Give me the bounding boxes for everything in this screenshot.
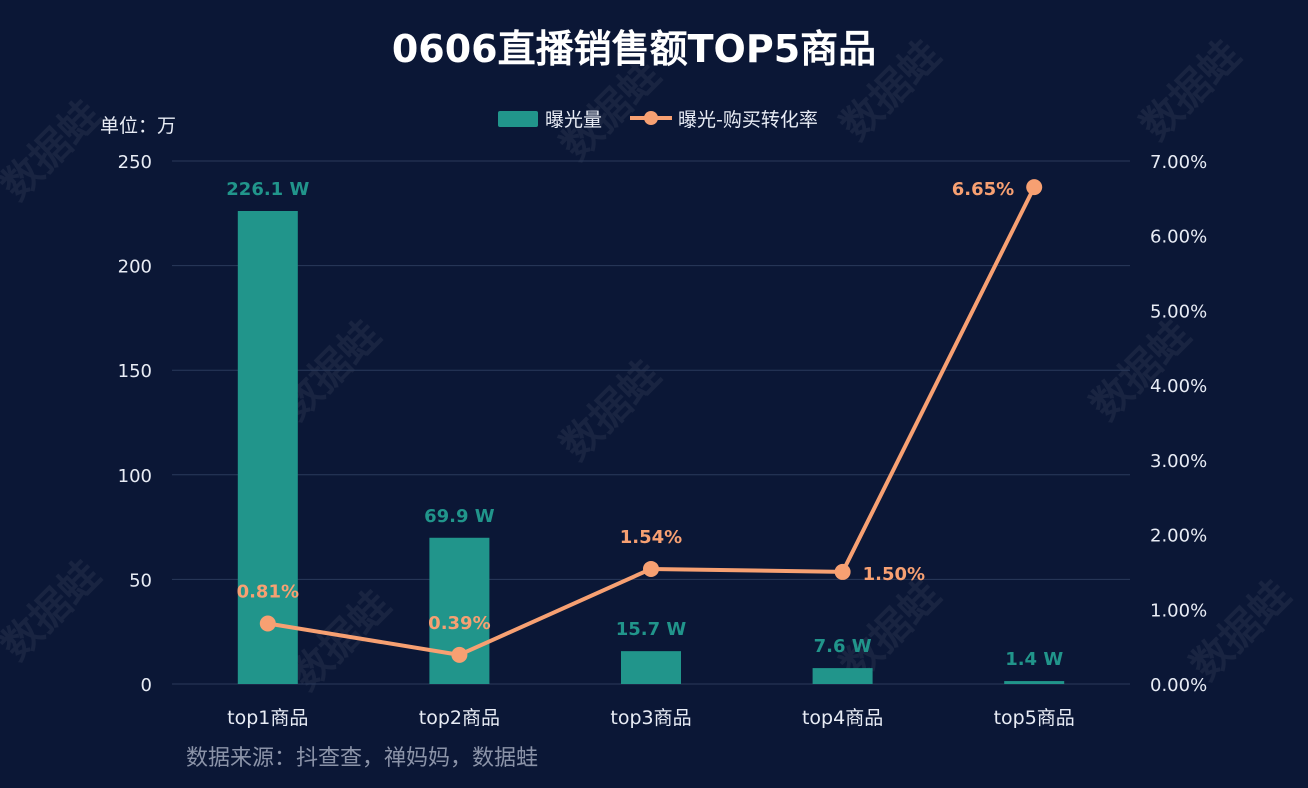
category-label: top2商品 [419,707,500,729]
bar-1[interactable] [237,210,298,685]
bar-data-labels: 226.1 W 69.9 W 15.7 W 7.6 W 1.4 W [226,179,1063,670]
x-axis-categories: top1商品 top2商品 top3商品 top4商品 top5商品 [227,707,1075,729]
right-tick-label: 2.00% [1150,526,1207,547]
bar-3[interactable] [621,651,681,684]
legend-label-bar[interactable]: 曝光量 [545,109,602,131]
grid-layer [172,160,1130,685]
left-tick-label: 200 [118,257,152,278]
watermark-text: 数据蛙 [1132,32,1249,149]
line-point-1[interactable] [259,615,276,632]
category-label: top3商品 [610,707,691,729]
bar-4[interactable] [812,668,873,684]
right-axis-ticks: 0.00% 1.00% 2.00% 3.00% 4.00% 5.00% 6.00% 7.00% [1150,152,1207,696]
bar-value-label: 7.6 W [814,636,872,657]
line-value-label: 0.39% [428,613,490,634]
legend-label-line[interactable]: 曝光-购买转化率 [678,109,818,131]
category-label: top1商品 [227,707,308,729]
right-tick-label: 3.00% [1150,451,1207,472]
line-value-label: 1.50% [863,564,925,585]
right-tick-label: 7.00% [1150,152,1207,173]
source-note: 数据来源：抖查查，禅妈妈，数据蛙 [186,746,538,771]
right-tick-label: 0.00% [1150,675,1207,696]
category-label: top5商品 [994,707,1075,729]
line-point-2[interactable] [451,646,468,663]
left-tick-label: 0 [141,675,152,696]
chart-title: 0606直播销售额TOP5商品 [392,27,876,71]
line-series [259,179,1043,663]
legend[interactable]: 曝光量 曝光-购买转化率 [498,109,818,131]
left-tick-label: 150 [118,361,152,382]
legend-bar-swatch[interactable] [498,111,538,127]
bar-value-label: 1.4 W [1005,649,1063,670]
right-tick-label: 1.00% [1150,600,1207,621]
line-data-labels: 0.81% 0.39% 1.54% 1.50% 6.65% [237,179,1015,634]
legend-line-marker[interactable] [644,111,658,125]
bar-value-label: 15.7 W [616,619,687,640]
left-tick-label: 50 [129,570,152,591]
line-value-label: 1.54% [620,527,682,548]
bar-value-label: 226.1 W [226,179,309,200]
bar-value-label: 69.9 W [424,506,495,527]
watermark-text: 数据蛙 [0,92,109,209]
watermark-text: 数据蛙 [0,552,109,669]
y-axis-unit-label: 单位：万 [100,115,176,137]
line-value-label: 6.65% [952,179,1014,200]
category-label: top4商品 [802,707,883,729]
bar-5[interactable] [1004,681,1065,684]
left-axis-ticks: 0 50 100 150 200 250 [118,152,152,696]
line-point-3[interactable] [643,560,659,577]
left-tick-label: 250 [118,152,152,173]
left-tick-label: 100 [118,466,152,487]
line-point-5[interactable] [1026,179,1043,196]
line-value-label: 0.81% [237,581,299,602]
watermark-text: 数据蛙 [1082,312,1199,429]
right-tick-label: 6.00% [1150,227,1207,248]
right-tick-label: 4.00% [1150,376,1207,397]
watermark-text: 数据蛙 [1182,572,1299,689]
bar-series [237,210,1065,685]
right-tick-label: 5.00% [1150,301,1207,322]
line-point-4[interactable] [834,563,851,580]
